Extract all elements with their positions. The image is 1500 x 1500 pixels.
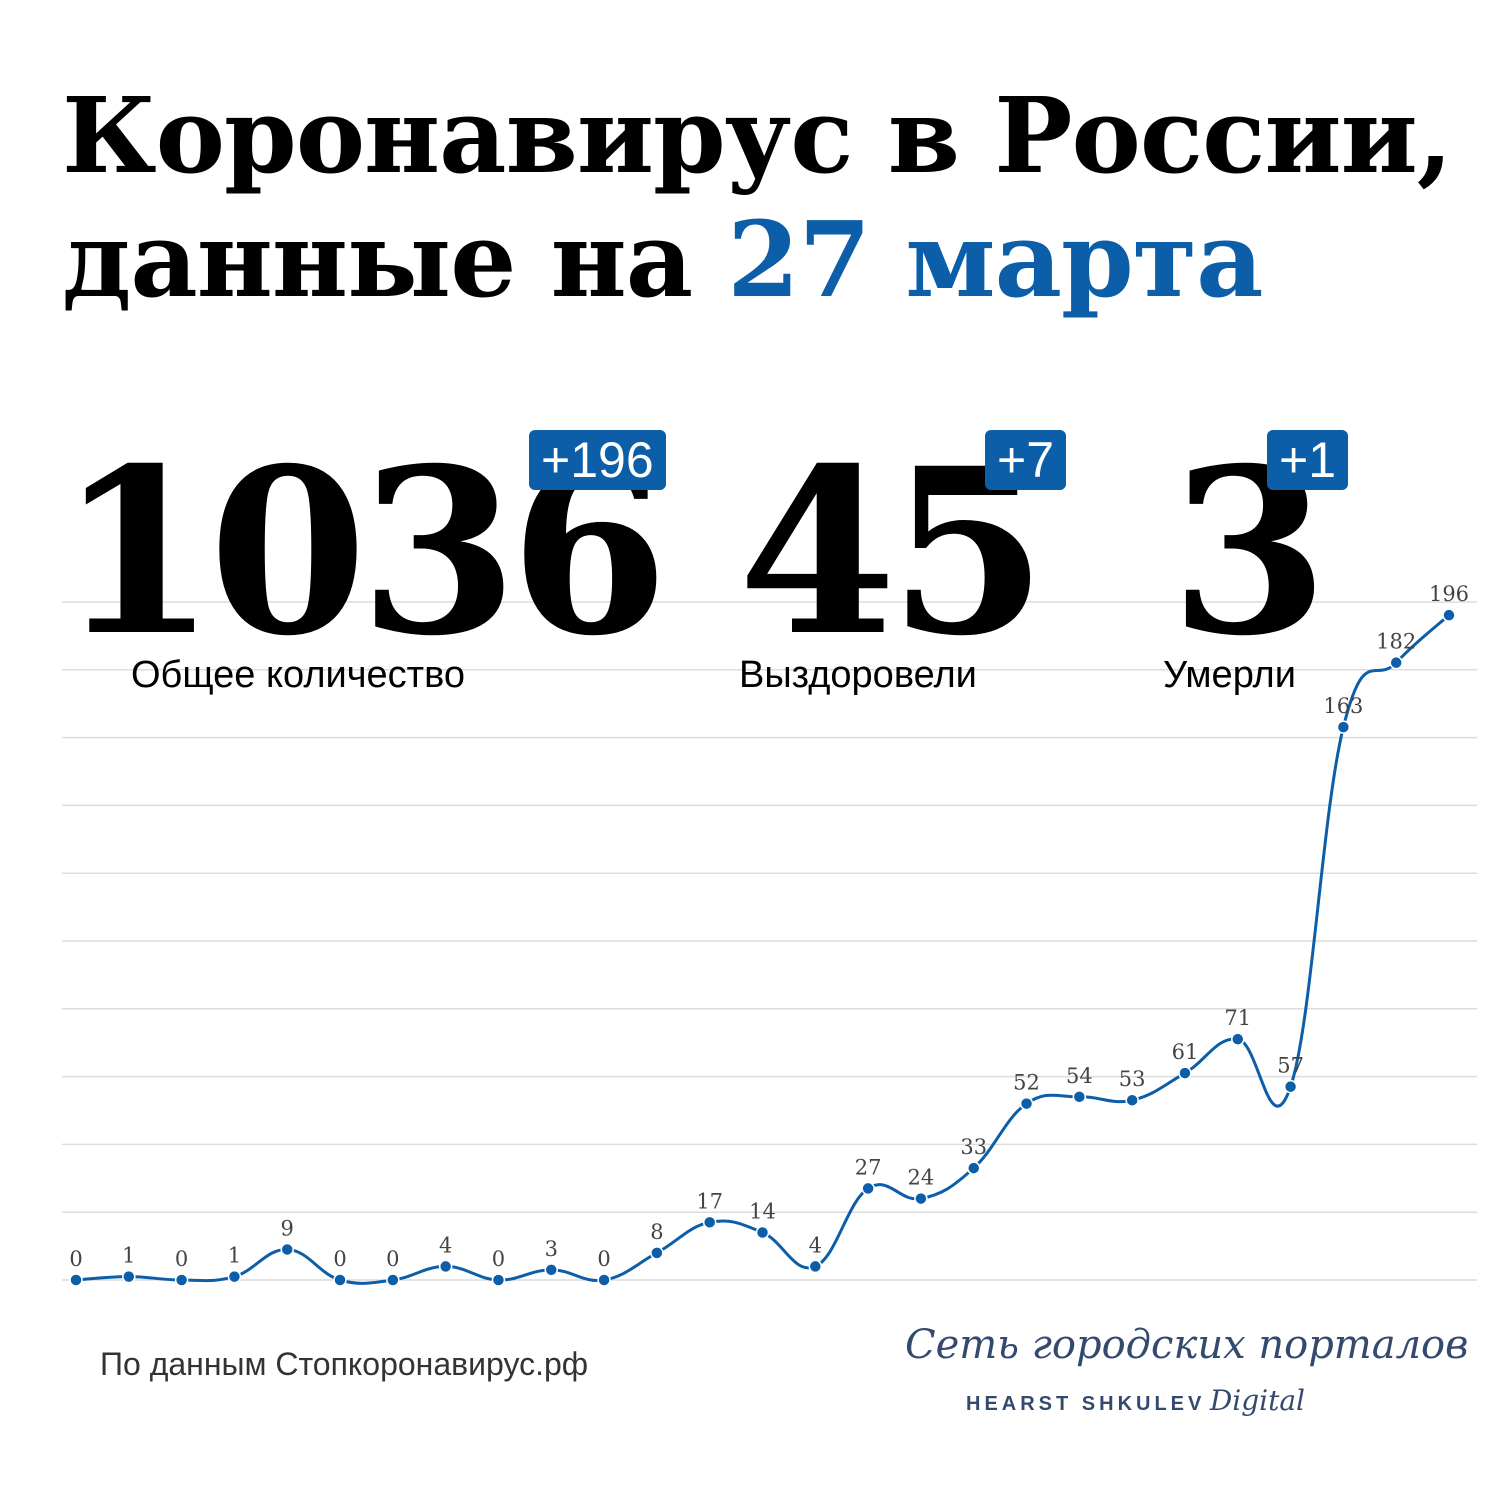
data-point xyxy=(1125,1093,1139,1107)
data-point xyxy=(1283,1079,1298,1094)
title-line2-prefix: данные на xyxy=(62,198,728,321)
data-label: 0 xyxy=(492,1247,505,1271)
recovered-label: Выздоровели xyxy=(739,654,977,696)
data-label: 24 xyxy=(908,1166,935,1190)
data-point xyxy=(914,1191,928,1206)
data-point xyxy=(1336,720,1351,734)
data-point xyxy=(227,1269,242,1284)
data-label: 182 xyxy=(1376,630,1416,654)
data-label: 4 xyxy=(439,1233,452,1257)
data-label: 33 xyxy=(960,1135,987,1159)
data-point xyxy=(280,1242,294,1257)
data-point xyxy=(333,1273,347,1287)
data-point xyxy=(755,1225,770,1240)
data-label: 14 xyxy=(749,1200,776,1224)
data-label: 0 xyxy=(175,1247,188,1271)
data-label: 8 xyxy=(650,1220,663,1244)
data-point xyxy=(1442,608,1456,622)
data-point xyxy=(597,1273,611,1287)
data-point xyxy=(438,1259,453,1274)
data-label: 54 xyxy=(1066,1064,1093,1088)
data-label: 52 xyxy=(1013,1071,1040,1095)
data-point xyxy=(1389,655,1403,670)
data-label: 61 xyxy=(1172,1040,1199,1064)
data-point xyxy=(650,1246,664,1260)
data-point xyxy=(1178,1066,1192,1080)
page-title: Коронавирус в России, данные на 27 марта xyxy=(62,74,1453,322)
data-point xyxy=(174,1273,189,1287)
data-point xyxy=(966,1161,981,1175)
data-label: 0 xyxy=(386,1247,399,1271)
data-source-note: По данным Стопкоронавирус.рф xyxy=(100,1346,589,1382)
total-cases-delta-badge: +196 xyxy=(529,430,666,490)
data-label: 53 xyxy=(1119,1067,1146,1091)
deaths-label: Умерли xyxy=(1163,654,1296,696)
data-label: 0 xyxy=(333,1247,346,1271)
data-label: 0 xyxy=(597,1247,610,1271)
data-point xyxy=(544,1263,559,1277)
data-label: 4 xyxy=(809,1233,822,1257)
series-line xyxy=(75,614,1451,1285)
data-point xyxy=(491,1273,506,1287)
brand-logo-name: Сеть городских порталов xyxy=(905,1322,1469,1368)
data-point xyxy=(69,1273,83,1287)
data-label: 1 xyxy=(122,1244,135,1268)
recovered-delta-badge: +7 xyxy=(985,430,1067,490)
data-label: 17 xyxy=(696,1189,723,1213)
data-label: 3 xyxy=(545,1237,558,1261)
total-cases-label: Общее количество xyxy=(131,654,465,696)
data-point xyxy=(122,1269,136,1284)
brand-logo-italic: Digital xyxy=(1209,1384,1305,1417)
data-point xyxy=(808,1259,823,1274)
data-label: 57 xyxy=(1277,1054,1304,1078)
data-label: 27 xyxy=(855,1155,882,1179)
data-label: 0 xyxy=(69,1247,82,1271)
data-label: 1 xyxy=(228,1244,241,1268)
data-point xyxy=(861,1181,875,1196)
data-point xyxy=(702,1215,717,1230)
data-label: 196 xyxy=(1429,582,1469,606)
brand-logo-caps: HEARST SHKULEV xyxy=(966,1393,1206,1415)
data-point xyxy=(1019,1096,1034,1111)
brand-logo-sub: HEARST SHKULEV Digital xyxy=(966,1384,1305,1417)
title-line1: Коронавирус в России, xyxy=(62,74,1453,197)
data-point xyxy=(1231,1032,1245,1046)
data-label: 71 xyxy=(1224,1006,1251,1030)
deaths-delta-badge: +1 xyxy=(1267,430,1349,490)
data-label: 9 xyxy=(281,1216,294,1240)
title-date: 27 марта xyxy=(727,198,1263,321)
data-label: 163 xyxy=(1323,694,1363,718)
data-point xyxy=(1072,1090,1087,1104)
data-point xyxy=(386,1273,400,1287)
